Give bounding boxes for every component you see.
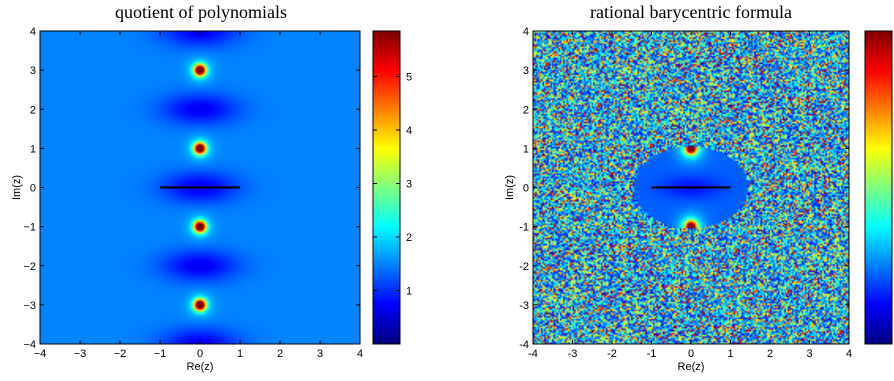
x-tick-label: 2 xyxy=(277,348,283,360)
y-tick-label: 1 xyxy=(30,143,36,155)
left-chart-title: quotient of polynomials xyxy=(115,2,287,22)
x-tick-label: −3 xyxy=(74,348,87,360)
x-tick-label: 3 xyxy=(317,348,323,360)
y-axis-label: Im(z) xyxy=(11,175,23,200)
y-tick-label: −3 xyxy=(23,300,36,312)
x-tick-label: 0 xyxy=(197,348,203,360)
x-tick-label: -1 xyxy=(647,348,657,360)
x-tick-label: −4 xyxy=(34,348,47,360)
y-tick-label: 3 xyxy=(523,65,529,77)
right-chart-title: rational barycentric formula xyxy=(590,2,792,22)
y-tick-label: 4 xyxy=(523,26,529,38)
y-tick-label: 0 xyxy=(523,183,529,195)
y-tick-label: -4 xyxy=(519,339,529,351)
x-tick-label: 4 xyxy=(357,348,363,360)
y-tick-label: 2 xyxy=(523,104,529,116)
y-tick-label: 1 xyxy=(523,143,529,155)
y-tick-label: −2 xyxy=(23,261,36,273)
x-tick-label: 3 xyxy=(806,348,812,360)
x-axis-label: Re(z) xyxy=(678,361,705,373)
y-tick-label: 3 xyxy=(30,65,36,77)
x-tick-label: 0 xyxy=(688,348,694,360)
colorbar-tick-label: 3 xyxy=(406,178,412,190)
x-tick-label: -4 xyxy=(528,348,538,360)
colorbar-tick-label: 4 xyxy=(406,125,412,137)
x-tick-label: 1 xyxy=(727,348,733,360)
x-tick-label: -2 xyxy=(607,348,617,360)
chart-panel-1: -4 -3 -2 -1 0 1 2 3 4 -4 -3 -2 -1 0 1 2 3 4 Re(z) Im(z) xyxy=(504,26,893,373)
x-tick-label: 2 xyxy=(767,348,773,360)
colorbar-frame xyxy=(372,30,401,345)
colorbar xyxy=(865,31,892,344)
colorbar-tick-label: 2 xyxy=(406,232,412,244)
y-axis-label: Im(z) xyxy=(504,175,516,200)
colorbar-tick-label: 5 xyxy=(406,71,412,83)
x-axis-label: Re(z) xyxy=(187,361,214,373)
chart-panel-0: −4 −3 −2 −1 0 1 2 3 4 −4 −3 −2 −1 0 1 2 3 4 Re(z) Im(z) 1 2 3 4… xyxy=(11,26,412,373)
x-tick-label: 1 xyxy=(237,348,243,360)
x-tick-label: 4 xyxy=(846,348,852,360)
y-tick-label: -1 xyxy=(519,222,529,234)
x-tick-label: −1 xyxy=(154,348,167,360)
y-tick-label: −1 xyxy=(23,222,36,234)
x-tick-label: −2 xyxy=(114,348,127,360)
y-tick-label: 2 xyxy=(30,104,36,116)
y-tick-label: -3 xyxy=(519,300,529,312)
colorbar-tick-label: 1 xyxy=(406,285,412,297)
y-tick-label: -2 xyxy=(519,261,529,273)
colorbar xyxy=(373,31,400,344)
y-tick-label: 4 xyxy=(30,26,36,38)
colorbar-frame xyxy=(864,30,893,345)
x-tick-label: -3 xyxy=(568,348,578,360)
y-tick-label: −4 xyxy=(23,339,36,351)
y-tick-label: 0 xyxy=(30,183,36,195)
